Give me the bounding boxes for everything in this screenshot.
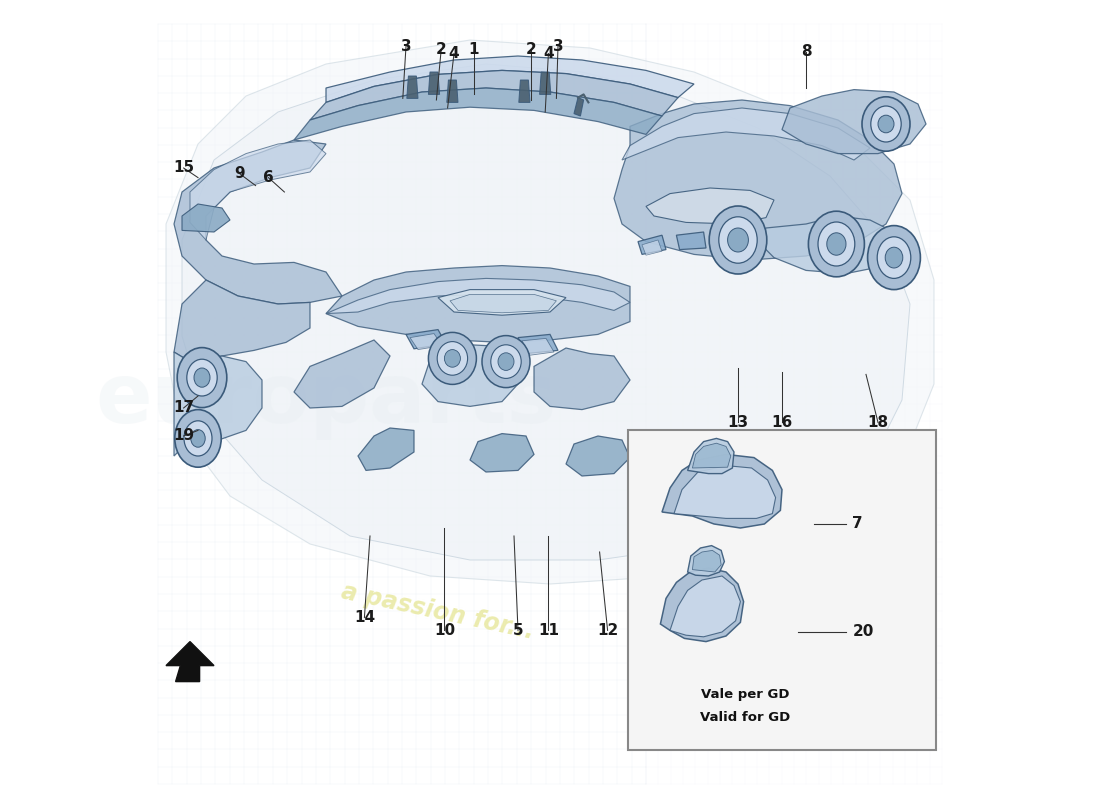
Polygon shape xyxy=(534,348,630,410)
Ellipse shape xyxy=(718,217,757,263)
Polygon shape xyxy=(166,642,214,682)
Text: 4: 4 xyxy=(543,46,553,61)
Polygon shape xyxy=(358,428,414,470)
Text: 3: 3 xyxy=(552,39,563,54)
Polygon shape xyxy=(676,232,706,250)
Polygon shape xyxy=(326,56,694,102)
Polygon shape xyxy=(326,278,630,314)
Ellipse shape xyxy=(482,335,530,387)
Ellipse shape xyxy=(871,106,901,142)
Text: 2: 2 xyxy=(436,42,447,57)
Polygon shape xyxy=(310,70,678,120)
Polygon shape xyxy=(174,352,262,456)
Polygon shape xyxy=(406,330,446,349)
Polygon shape xyxy=(540,72,551,94)
Text: 4: 4 xyxy=(449,46,460,61)
Polygon shape xyxy=(174,280,310,362)
Polygon shape xyxy=(614,100,902,260)
Polygon shape xyxy=(428,72,440,94)
Text: 8: 8 xyxy=(801,45,812,59)
Text: 12: 12 xyxy=(597,623,618,638)
Ellipse shape xyxy=(710,206,767,274)
Polygon shape xyxy=(174,140,342,304)
Polygon shape xyxy=(574,98,584,116)
Polygon shape xyxy=(407,76,418,98)
Polygon shape xyxy=(447,80,458,102)
Polygon shape xyxy=(782,90,926,154)
Polygon shape xyxy=(688,438,734,474)
Polygon shape xyxy=(692,443,730,468)
Ellipse shape xyxy=(190,430,206,447)
Polygon shape xyxy=(642,240,662,255)
Ellipse shape xyxy=(428,333,476,384)
Text: 5: 5 xyxy=(513,623,524,638)
Ellipse shape xyxy=(177,347,227,407)
Polygon shape xyxy=(688,546,725,576)
Polygon shape xyxy=(670,576,740,637)
Text: 6: 6 xyxy=(263,170,274,185)
Ellipse shape xyxy=(437,342,468,375)
Ellipse shape xyxy=(187,359,217,396)
Polygon shape xyxy=(438,290,566,315)
Polygon shape xyxy=(182,204,230,232)
Polygon shape xyxy=(450,294,557,313)
Polygon shape xyxy=(758,216,902,274)
Ellipse shape xyxy=(818,222,855,266)
Text: Valid for GD: Valid for GD xyxy=(701,711,791,724)
Text: Vale per GD: Vale per GD xyxy=(701,688,790,701)
Polygon shape xyxy=(662,454,782,528)
Text: 19: 19 xyxy=(173,429,195,443)
Ellipse shape xyxy=(808,211,865,277)
Ellipse shape xyxy=(862,97,910,151)
Polygon shape xyxy=(410,334,442,350)
Ellipse shape xyxy=(498,353,514,370)
Polygon shape xyxy=(519,80,530,102)
Polygon shape xyxy=(566,436,630,476)
Polygon shape xyxy=(660,568,744,642)
Text: 14: 14 xyxy=(354,610,375,625)
Text: 1: 1 xyxy=(469,42,480,57)
Text: 3: 3 xyxy=(400,39,411,54)
Text: 10: 10 xyxy=(433,623,455,638)
Polygon shape xyxy=(422,344,518,406)
Polygon shape xyxy=(638,235,666,254)
Ellipse shape xyxy=(194,368,210,387)
Ellipse shape xyxy=(491,345,521,378)
Ellipse shape xyxy=(877,237,911,278)
Polygon shape xyxy=(646,188,774,224)
Polygon shape xyxy=(326,266,630,342)
Text: 9: 9 xyxy=(234,166,245,181)
Polygon shape xyxy=(621,108,870,160)
Polygon shape xyxy=(470,434,534,472)
Text: 15: 15 xyxy=(173,161,195,175)
Polygon shape xyxy=(294,340,390,408)
Text: 16: 16 xyxy=(771,415,793,430)
Text: 20: 20 xyxy=(852,625,873,639)
Polygon shape xyxy=(190,140,326,240)
Ellipse shape xyxy=(886,247,903,268)
Ellipse shape xyxy=(727,228,748,252)
Polygon shape xyxy=(182,64,910,560)
Polygon shape xyxy=(692,550,722,572)
Text: 17: 17 xyxy=(173,401,195,415)
Text: europarts: europarts xyxy=(96,359,557,441)
Text: 7: 7 xyxy=(852,517,864,531)
Polygon shape xyxy=(522,338,554,355)
Ellipse shape xyxy=(878,115,894,133)
Polygon shape xyxy=(518,334,558,354)
Polygon shape xyxy=(166,40,934,584)
Text: 2: 2 xyxy=(526,42,536,57)
Polygon shape xyxy=(674,466,775,518)
Text: 18: 18 xyxy=(868,415,889,430)
Ellipse shape xyxy=(175,410,221,467)
Ellipse shape xyxy=(868,226,921,290)
Text: a passion for...: a passion for... xyxy=(339,580,537,644)
Ellipse shape xyxy=(184,421,212,456)
Polygon shape xyxy=(294,88,662,140)
Text: 11: 11 xyxy=(538,623,559,638)
Text: 13: 13 xyxy=(727,415,749,430)
Ellipse shape xyxy=(444,350,461,367)
Ellipse shape xyxy=(827,233,846,255)
FancyBboxPatch shape xyxy=(628,430,936,750)
